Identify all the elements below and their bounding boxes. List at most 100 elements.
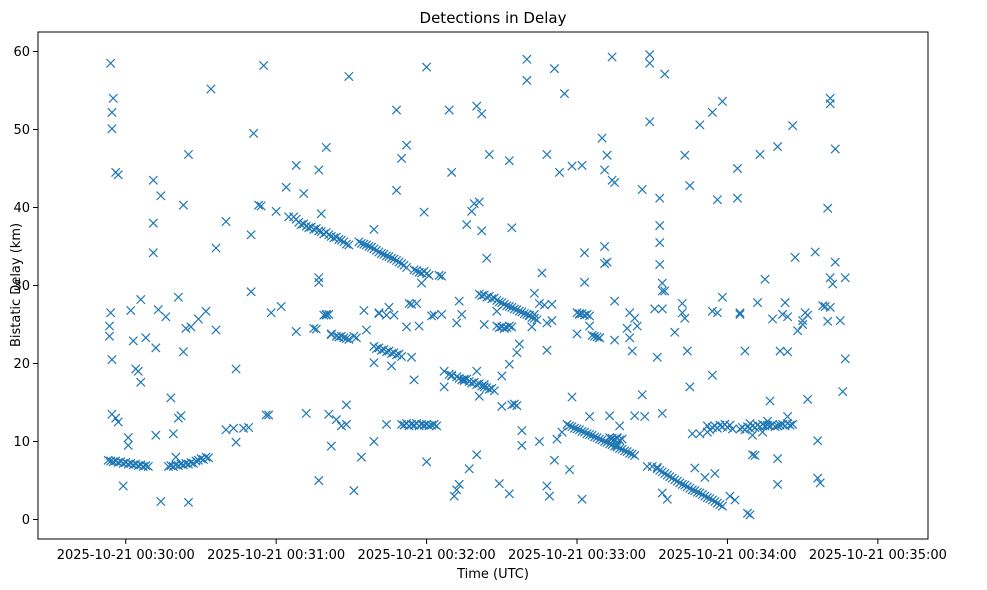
data-point — [477, 291, 487, 301]
data-point — [803, 310, 813, 320]
data-point — [677, 298, 687, 309]
data-point — [599, 165, 610, 175]
data-point — [825, 302, 835, 312]
data-point — [421, 62, 432, 72]
data-point — [107, 107, 117, 117]
data-point — [474, 197, 484, 207]
data-point — [507, 302, 517, 312]
data-point — [477, 381, 487, 391]
data-point — [381, 251, 392, 261]
data-point — [582, 309, 592, 319]
data-point — [113, 417, 123, 427]
y-tick-label: 30 — [13, 279, 30, 294]
data-point — [133, 366, 143, 376]
data-point — [835, 315, 845, 326]
data-point — [609, 441, 620, 451]
data-point — [314, 165, 324, 175]
data-point — [454, 296, 464, 306]
data-point — [479, 382, 489, 392]
data-point — [512, 305, 522, 315]
data-point — [354, 237, 364, 247]
data-point — [181, 323, 191, 334]
data-point — [599, 436, 610, 447]
data-point — [657, 304, 667, 314]
data-point — [462, 220, 472, 230]
data-point — [389, 310, 399, 320]
data-point — [645, 49, 655, 60]
x-tick-label: 2025-10-21 00:31:00 — [207, 548, 345, 563]
data-point — [793, 326, 803, 336]
data-point — [622, 323, 632, 334]
data-point — [597, 133, 607, 143]
chart-title: Detections in Delay — [420, 9, 567, 27]
data-point — [246, 287, 256, 297]
data-point — [680, 480, 690, 490]
data-point — [482, 253, 492, 263]
data-point — [504, 321, 514, 331]
data-point — [712, 308, 723, 318]
data-point — [371, 245, 382, 256]
data-point — [509, 399, 519, 409]
data-point — [256, 201, 266, 211]
data-point — [314, 226, 324, 236]
data-point — [253, 200, 264, 210]
data-point — [472, 366, 482, 376]
data-point — [813, 436, 823, 446]
data-point — [810, 247, 820, 257]
data-point — [504, 301, 514, 312]
data-point — [777, 309, 788, 319]
data-point — [579, 427, 590, 437]
data-point — [391, 350, 402, 360]
data-point — [717, 96, 728, 107]
data-point — [482, 383, 492, 393]
data-point — [464, 464, 474, 474]
data-point — [782, 347, 793, 357]
data-point — [148, 248, 158, 258]
data-point — [823, 316, 833, 327]
data-point — [183, 497, 194, 507]
data-point — [742, 508, 753, 518]
data-point — [782, 411, 793, 422]
data-point — [592, 432, 602, 443]
data-point — [248, 128, 259, 139]
data-point — [394, 257, 404, 267]
data-point — [492, 306, 502, 316]
data-point — [765, 396, 775, 406]
data-point — [221, 425, 231, 435]
data-point — [617, 434, 627, 444]
data-point — [514, 306, 524, 316]
data-point — [409, 265, 419, 275]
data-point — [324, 230, 334, 240]
data-point — [790, 252, 800, 263]
data-point — [680, 150, 690, 160]
data-point — [604, 411, 615, 421]
data-point — [702, 493, 713, 503]
data-point — [228, 423, 239, 433]
data-point — [243, 422, 254, 433]
data-point — [602, 257, 612, 267]
data-point — [522, 54, 532, 64]
data-point — [685, 181, 695, 191]
data-point — [657, 488, 667, 498]
data-point — [840, 273, 850, 283]
data-point — [151, 343, 161, 353]
data-point — [369, 244, 379, 254]
y-tick-label: 40 — [13, 201, 30, 216]
data-point — [361, 240, 372, 250]
data-point — [411, 266, 422, 276]
data-point — [818, 301, 828, 311]
y-axis-label: Bistatic Delay (km) — [9, 223, 24, 347]
x-tick-label: 2025-10-21 00:35:00 — [809, 548, 947, 563]
data-point — [266, 308, 276, 318]
data-point — [637, 390, 647, 400]
data-point — [574, 425, 585, 435]
data-point — [512, 400, 522, 411]
data-point — [697, 489, 707, 500]
data-point — [625, 448, 635, 458]
data-point — [677, 479, 687, 490]
data-point — [106, 308, 116, 318]
data-point — [168, 429, 179, 439]
data-point — [712, 195, 723, 205]
data-point — [369, 358, 379, 368]
data-point — [429, 310, 439, 320]
